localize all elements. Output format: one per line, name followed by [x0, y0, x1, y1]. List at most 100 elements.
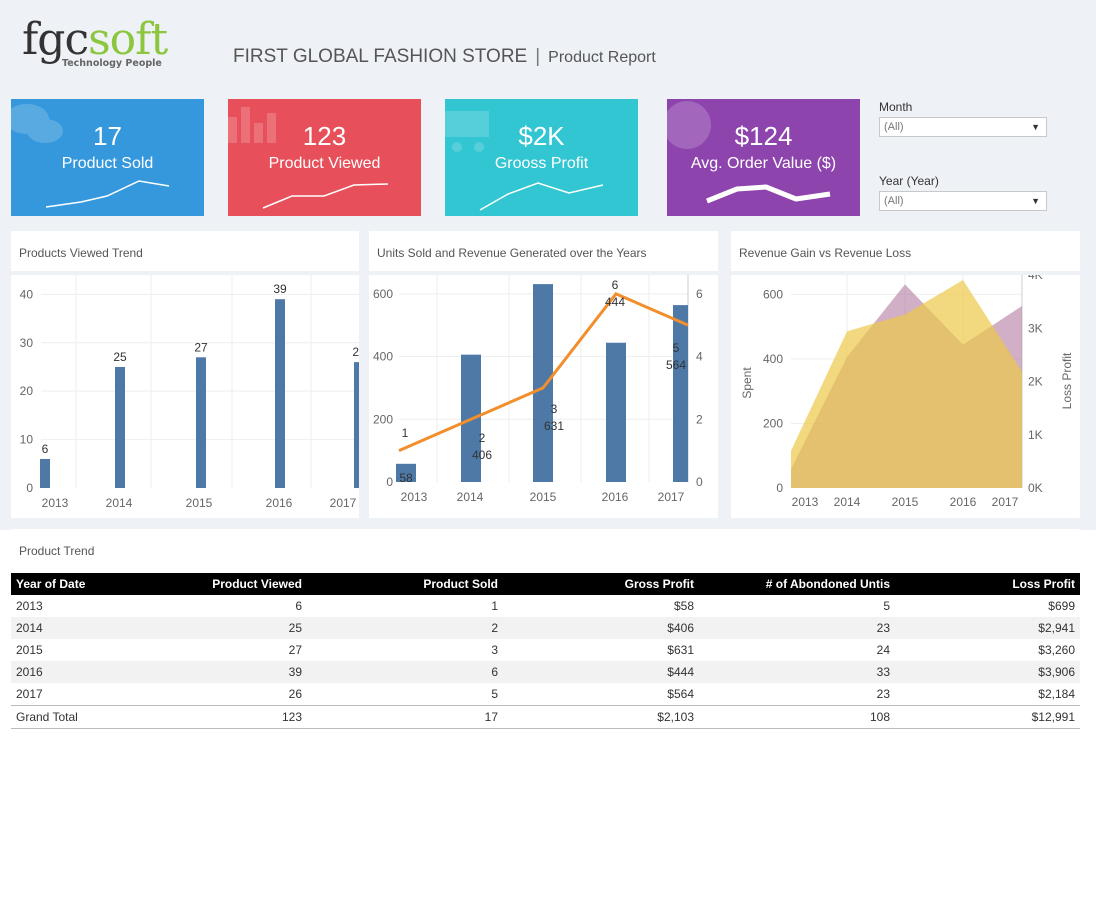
chevron-down-icon: ▼	[1031, 122, 1040, 132]
table-cell: 17	[307, 705, 503, 729]
page-title: FIRST GLOBAL FASHION STORE | Product Repor…	[233, 46, 656, 68]
kpi-value: $124	[734, 121, 793, 151]
x-tick-label: 2016	[950, 495, 977, 509]
year-filter: Year (Year) (All) ▼	[879, 174, 1047, 211]
y-tick-label: 30	[20, 336, 34, 350]
month-select-value: (All)	[884, 121, 904, 133]
units-revenue-title: Units Sold and Revenue Generated over th…	[369, 231, 718, 275]
sparkline	[45, 180, 170, 208]
table-cell: 2015	[16, 643, 43, 657]
column-header: # of Abondoned Untis	[699, 573, 895, 595]
x-tick-label: 2013	[42, 496, 69, 510]
table-cell: 2	[307, 617, 503, 639]
y2-axis-title: Loss Profit	[1060, 352, 1074, 409]
bar	[196, 357, 206, 488]
column-header: Product Sold	[307, 573, 503, 595]
x-tick-label: 2014	[106, 496, 133, 510]
logo-part-1: fgc	[22, 14, 89, 65]
area-series-yellow	[791, 280, 1022, 488]
products-viewed-panel: Products Viewed Trend 0 10 20 30 40 6 25 27 39 26…	[11, 231, 359, 518]
sparkline	[706, 184, 831, 204]
units-revenue-chart: 0 200 400 600 0 2 4 6 1 2 3 6 5 58 406 631 444 564 2013 201…	[373, 275, 703, 504]
bar	[354, 362, 359, 488]
x-tick-label: 2013	[792, 495, 819, 509]
data-label: 25	[113, 350, 127, 364]
column-header: Year of Date	[11, 573, 117, 595]
y2-tick-label: 0K	[1028, 481, 1043, 495]
kpi-value: 17	[93, 121, 122, 151]
table-cell: 6	[295, 599, 302, 613]
kpi-card-product-viewed: 123 Product Viewed	[228, 99, 421, 216]
table-cell: 1	[491, 599, 498, 613]
table-cell: 2017	[16, 687, 43, 701]
table-row: 2013 6 1 $58 5 $699	[11, 595, 1080, 617]
bar	[396, 463, 416, 482]
table-cell: 108	[699, 705, 895, 729]
x-tick-label: 2016	[266, 496, 293, 510]
x-tick-label: 2015	[892, 495, 919, 509]
year-select-value: (All)	[884, 195, 904, 207]
globe-icon	[667, 101, 711, 149]
revenue-gain-loss-panel: Revenue Gain vs Revenue Loss 0 200 400 600 0…	[731, 231, 1080, 518]
y-tick-label: 200	[373, 412, 393, 426]
table-cell: 26	[288, 687, 302, 701]
cart-icon	[445, 111, 489, 152]
table-cell: 2014	[11, 617, 117, 639]
y2-tick-label: 0	[696, 475, 703, 489]
table-cell: 5	[883, 599, 890, 613]
kpi-label: Product Viewed	[268, 155, 381, 172]
year-select[interactable]: (All) ▼	[879, 191, 1047, 211]
y2-tick-label: 2K	[1028, 375, 1043, 389]
table-cell: $12,991	[895, 705, 1080, 729]
month-filter: Month (All) ▼	[879, 100, 1047, 137]
table-cell: $406	[503, 617, 699, 639]
x-tick-label: 2013	[401, 490, 428, 504]
y-tick-label: 600	[373, 287, 393, 301]
y-tick-label: 400	[373, 350, 393, 364]
column-header: Product Viewed	[117, 573, 307, 595]
y-tick-label: 400	[763, 352, 783, 366]
x-tick-label: 2017	[330, 496, 357, 510]
revenue-gain-loss-title: Revenue Gain vs Revenue Loss	[731, 231, 1080, 275]
table-cell: $699	[1048, 599, 1075, 613]
kpi-label: Product Sold	[61, 155, 154, 172]
product-trend-table: Year of Date Product Viewed Product Sold…	[11, 573, 1080, 729]
column-header: Loss Profit	[895, 573, 1080, 595]
y-tick-label: 200	[763, 416, 783, 430]
data-label: 26	[352, 345, 359, 359]
line-data-label: 1	[402, 426, 409, 440]
column-header: Gross Profit	[503, 573, 699, 595]
sparkline	[479, 182, 604, 211]
kpi-card-avg-order-value: $124 Avg. Order Value ($)	[667, 99, 860, 216]
bar	[275, 299, 285, 488]
bar-data-label: 564	[666, 358, 686, 372]
x-tick-label: 2017	[658, 490, 685, 504]
x-tick-label: 2014	[457, 490, 484, 504]
y-axis-title: Spent	[740, 367, 754, 399]
x-tick-label: 2015	[186, 496, 213, 510]
bar	[533, 284, 553, 482]
table-cell: $2,184	[1038, 687, 1075, 701]
kpi-card-product-sold: 17 Product Sold	[11, 99, 204, 216]
grand-total-row: Grand Total 123 17 $2,103 108 $12,991	[11, 705, 1080, 729]
table-cell: $3,906	[895, 661, 1080, 683]
y-tick-label: 40	[20, 287, 34, 301]
title-separator: |	[535, 46, 541, 67]
products-viewed-chart: 0 10 20 30 40 6 25 27 39 26 2013 2014 2015 2016 2017	[20, 275, 359, 510]
y2-tick-label: 4K	[1028, 275, 1043, 282]
kpi-card-gross-profit: $2K Grooss Profit	[445, 99, 638, 216]
kpi-value: 123	[302, 121, 347, 151]
table-cell: 123	[117, 705, 307, 729]
sparkline	[262, 183, 389, 209]
bar	[115, 366, 125, 488]
table-row: 2016 39 6 $444 33 $3,906	[11, 661, 1080, 683]
table-cell: 27	[288, 643, 302, 657]
month-select[interactable]: (All) ▼	[879, 117, 1047, 137]
table-cell: 23	[876, 687, 890, 701]
table-cell: 24	[876, 643, 890, 657]
table-cell: $3,260	[1038, 643, 1075, 657]
data-label: 27	[194, 340, 208, 354]
y-tick-label: 10	[20, 433, 34, 447]
y-tick-label: 0	[776, 481, 783, 495]
table-cell: 6	[307, 661, 503, 683]
